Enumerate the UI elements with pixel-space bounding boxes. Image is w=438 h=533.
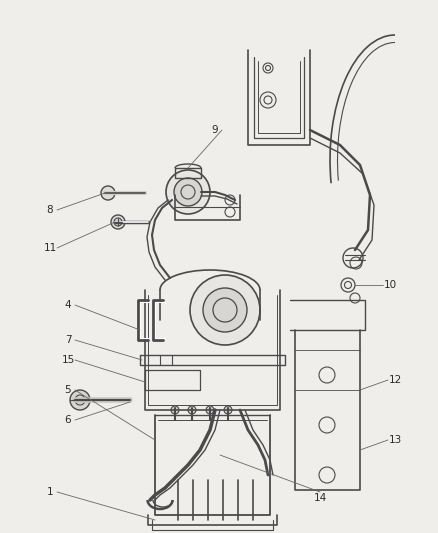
Text: 10: 10 bbox=[382, 280, 396, 290]
Circle shape bbox=[111, 215, 125, 229]
Text: 6: 6 bbox=[64, 415, 71, 425]
Circle shape bbox=[205, 406, 213, 414]
Text: 13: 13 bbox=[388, 435, 401, 445]
Text: 5: 5 bbox=[64, 385, 71, 395]
Text: 1: 1 bbox=[46, 487, 53, 497]
Text: 8: 8 bbox=[46, 205, 53, 215]
Circle shape bbox=[202, 288, 247, 332]
Circle shape bbox=[171, 406, 179, 414]
Circle shape bbox=[187, 406, 195, 414]
Circle shape bbox=[223, 406, 231, 414]
Circle shape bbox=[101, 186, 115, 200]
Text: 11: 11 bbox=[43, 243, 57, 253]
Text: 9: 9 bbox=[211, 125, 218, 135]
Text: 12: 12 bbox=[388, 375, 401, 385]
Circle shape bbox=[166, 170, 209, 214]
Text: 7: 7 bbox=[64, 335, 71, 345]
Text: 4: 4 bbox=[64, 300, 71, 310]
Circle shape bbox=[70, 390, 90, 410]
Circle shape bbox=[173, 178, 201, 206]
Text: 14: 14 bbox=[313, 493, 326, 503]
Text: 15: 15 bbox=[61, 355, 74, 365]
Circle shape bbox=[190, 275, 259, 345]
